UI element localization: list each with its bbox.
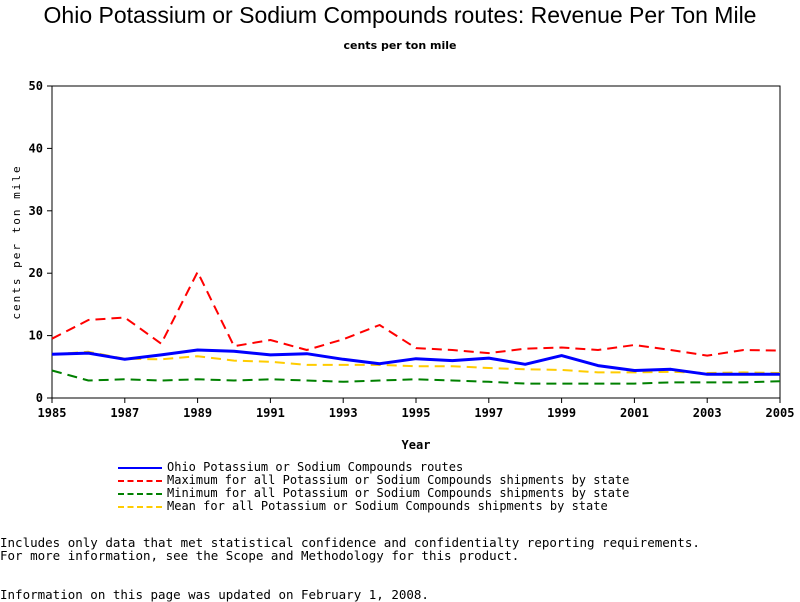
legend: Ohio Potassium or Sodium Compounds route… xyxy=(118,461,629,513)
x-tick-label: 1985 xyxy=(38,406,67,420)
legend-swatch xyxy=(118,505,162,508)
chart-subtitle: cents per ton mile xyxy=(343,39,457,52)
legend-swatch xyxy=(118,466,162,469)
y-tick-label: 0 xyxy=(36,391,43,405)
legend-label: Maximum for all Potassium or Sodium Comp… xyxy=(167,473,630,487)
x-tick-label: 1991 xyxy=(256,406,285,420)
x-tick-label: 1999 xyxy=(547,406,576,420)
legend-swatch xyxy=(118,492,162,495)
y-tick-label: 10 xyxy=(29,329,43,343)
y-tick-label: 30 xyxy=(29,204,43,218)
y-axis: 0 10 20 30 40 50 xyxy=(29,79,52,405)
x-tick-label: 2001 xyxy=(620,406,649,420)
x-axis-title: Year xyxy=(402,438,431,452)
legend-item: Minimum for all Potassium or Sodium Comp… xyxy=(118,487,629,500)
x-tick-label: 1993 xyxy=(329,406,358,420)
footnote-updated: Information on this page was updated on … xyxy=(0,587,429,602)
legend-item: Maximum for all Potassium or Sodium Comp… xyxy=(118,474,629,487)
y-tick-label: 20 xyxy=(29,266,43,280)
chart-title: Ohio Potassium or Sodium Compounds route… xyxy=(43,2,757,28)
series-line-0 xyxy=(51,348,780,376)
legend-item: Mean for all Potassium or Sodium Compoun… xyxy=(118,500,629,513)
legend-label: Mean for all Potassium or Sodium Compoun… xyxy=(167,499,608,513)
y-tick-label: 40 xyxy=(29,141,43,155)
y-tick-label: 50 xyxy=(29,79,43,93)
plot-frame xyxy=(51,85,781,399)
legend-label: Ohio Potassium or Sodium Compounds route… xyxy=(167,460,464,474)
series-lines xyxy=(51,271,781,385)
x-tick-label: 1989 xyxy=(183,406,212,420)
series-line-2 xyxy=(51,369,781,385)
y-axis-title: cents per ton mile xyxy=(10,164,23,319)
x-tick-label: 2005 xyxy=(766,406,795,420)
legend-label: Minimum for all Potassium or Sodium Comp… xyxy=(167,486,630,500)
series-line-3 xyxy=(51,350,781,374)
x-tick-label: 1987 xyxy=(110,406,139,420)
x-tick-label: 1995 xyxy=(402,406,431,420)
footnote-confidence: Includes only data that met statistical … xyxy=(0,535,700,550)
footnote-methodology: For more information, see the Scope and … xyxy=(0,548,520,563)
x-axis: 1985 1987 1989 1991 1993 1995 1997 1999 2001 2003… xyxy=(38,398,795,420)
x-tick-label: 2003 xyxy=(693,406,722,420)
x-tick-label: 1997 xyxy=(474,406,503,420)
series-line-1 xyxy=(51,271,781,357)
legend-item: Ohio Potassium or Sodium Compounds route… xyxy=(118,461,629,474)
legend-swatch xyxy=(118,479,162,482)
